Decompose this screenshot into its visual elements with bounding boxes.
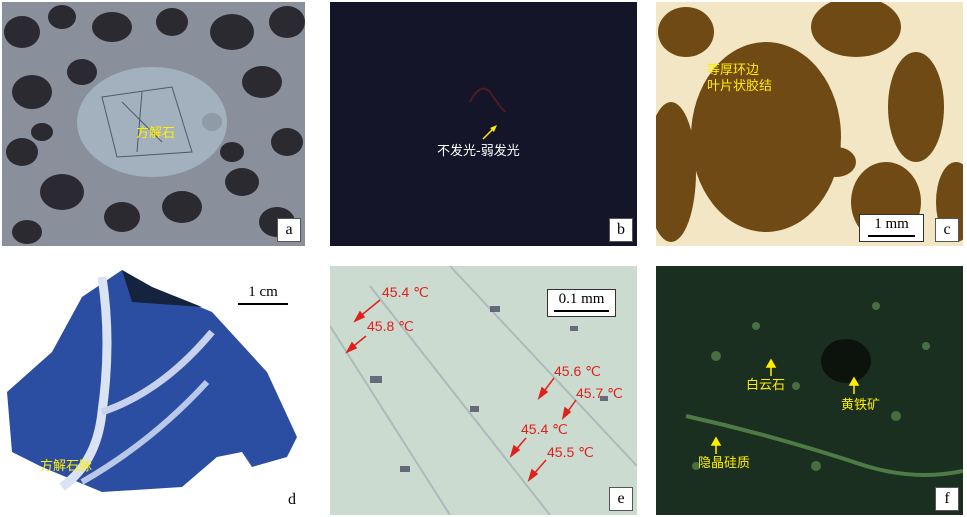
panel-tag-f: f [935, 487, 959, 511]
panel-tag-b: b [609, 218, 633, 242]
temp-label-5: 45.4 ℃ [521, 421, 568, 437]
arrow-icon [482, 125, 497, 140]
label-dolomite: 白云石 [746, 378, 786, 393]
panel-c-image [656, 2, 963, 246]
scale-line-d [238, 303, 288, 305]
label-pyrite: 黄铁矿 [841, 398, 881, 413]
scale-bar-c: 1 mm [859, 214, 924, 242]
temp-label-4: 45.7 ℃ [576, 385, 623, 401]
panel-tag-d: d [281, 489, 303, 511]
scale-label-c: 1 mm [874, 216, 909, 232]
scale-bar-e: 0.1 mm [547, 289, 616, 317]
label-cryptocrystalline-silica: 隐晶硅质 [698, 456, 751, 471]
panel-tag-c: c [935, 218, 959, 242]
panel-c-micrograph: 等厚环边 叶片状胶结 1 mm c [656, 2, 963, 246]
temp-label-1: 45.4 ℃ [382, 284, 429, 300]
panel-tag-a: a [277, 218, 301, 242]
panel-a-micrograph: 方解石 a [2, 2, 305, 246]
panel-tag-e: e [609, 487, 633, 511]
panel-d-hand-specimen: 方解石脉 1 cm d [2, 262, 307, 515]
label-calcite: 方解石 [136, 126, 176, 141]
label-nonluminescent: 不发光-弱发光 [437, 144, 520, 159]
panel-e-fluid-inclusion: 0.1 mm 45.4 ℃ 45.8 ℃ 45.6 ℃ 45.7 ℃ 45.4 … [330, 266, 637, 515]
temp-label-3: 45.6 ℃ [554, 363, 601, 379]
panel-b-image [330, 2, 637, 246]
temp-label-2: 45.8 ℃ [367, 318, 414, 334]
label-bladed-cement: 叶片状胶结 [707, 79, 773, 94]
panel-a-image [2, 2, 305, 246]
panel-b-cathodoluminescence: 不发光-弱发光 b [330, 2, 637, 246]
temperature-arrows [345, 299, 577, 482]
label-calcite-vein: 方解石脉 [40, 459, 93, 474]
panel-d-image [7, 270, 297, 492]
temp-label-6: 45.5 ℃ [547, 444, 594, 460]
panel-f-image [656, 266, 963, 515]
panel-f-micrograph: 白云石 黄铁矿 隐晶硅质 f [656, 266, 963, 515]
label-isopachous-rim: 等厚环边 [707, 63, 760, 78]
scale-line-e [554, 310, 609, 312]
scale-line-c [868, 235, 915, 237]
label-arrows-f [710, 358, 860, 454]
scale-label-d: 1 cm [248, 284, 278, 300]
scale-label-e: 0.1 mm [558, 291, 605, 307]
